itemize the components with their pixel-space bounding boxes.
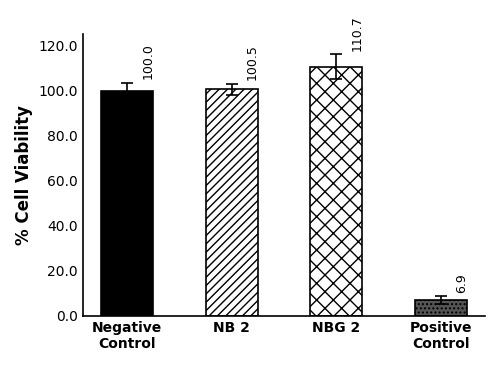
Bar bbox=[206, 90, 258, 316]
Text: 6.9: 6.9 bbox=[455, 273, 468, 293]
Text: 100.0: 100.0 bbox=[142, 44, 154, 79]
Bar bbox=[310, 67, 362, 316]
Text: 110.7: 110.7 bbox=[350, 15, 364, 51]
Bar bbox=[414, 300, 467, 316]
Text: 100.5: 100.5 bbox=[246, 45, 259, 81]
Y-axis label: % Cell Viability: % Cell Viability bbox=[15, 105, 33, 245]
Bar bbox=[101, 91, 154, 316]
